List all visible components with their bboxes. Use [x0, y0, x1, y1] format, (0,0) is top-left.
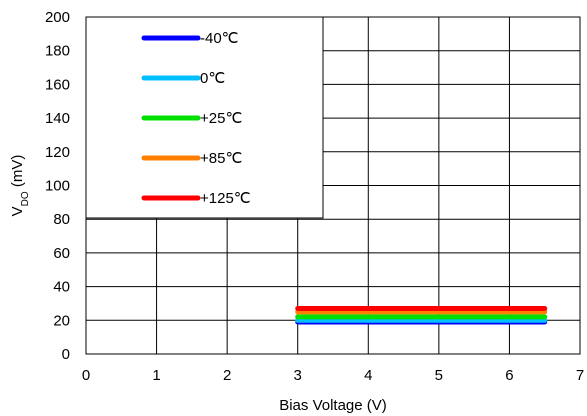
y-tick-label: 60	[53, 245, 70, 262]
y-tick-label: 140	[45, 110, 70, 127]
y-axis-title-unit: (mV)	[9, 155, 26, 192]
series-lines	[295, 306, 548, 325]
legend-label: -40℃	[200, 30, 239, 47]
y-tick-label: 0	[62, 346, 70, 363]
y-tick-label: 120	[45, 144, 70, 161]
y-tick-label: 180	[45, 43, 70, 60]
x-tick-label: 5	[435, 367, 443, 384]
y-tick-label: 20	[53, 312, 70, 329]
x-tick-label: 0	[82, 367, 90, 384]
y-tick-label: 160	[45, 76, 70, 93]
x-tick-label: 3	[294, 367, 302, 384]
y-axis-title-main: V	[9, 206, 26, 216]
legend-label: 0℃	[200, 70, 225, 87]
x-tick-label: 6	[505, 367, 513, 384]
y-tick-label: 100	[45, 178, 70, 195]
x-tick-label: 2	[223, 367, 231, 384]
x-tick-label: 7	[576, 367, 584, 384]
y-tick-label: 80	[53, 211, 70, 228]
tick-labels: 0 1 2 3 4 5 6 7 0 20 40 60 80 100 120 140 160 180 200	[45, 9, 584, 384]
y-axis-title: VDO (mV)	[9, 155, 31, 217]
legend-label: +85℃	[200, 150, 242, 167]
legend-box	[85, 16, 324, 219]
grid	[85, 16, 581, 355]
y-tick-label: 200	[45, 9, 70, 26]
y-tick-label: 40	[53, 279, 70, 296]
legend: -40℃ 0℃ +25℃ +85℃ +125℃	[85, 16, 324, 219]
x-axis-title: Bias Voltage (V)	[279, 397, 387, 414]
x-tick-label: 4	[364, 367, 372, 384]
x-tick-label: 1	[152, 367, 160, 384]
legend-label: +25℃	[200, 110, 242, 127]
legend-label: +125℃	[200, 190, 251, 207]
y-axis-title-sub: DO	[20, 191, 31, 206]
